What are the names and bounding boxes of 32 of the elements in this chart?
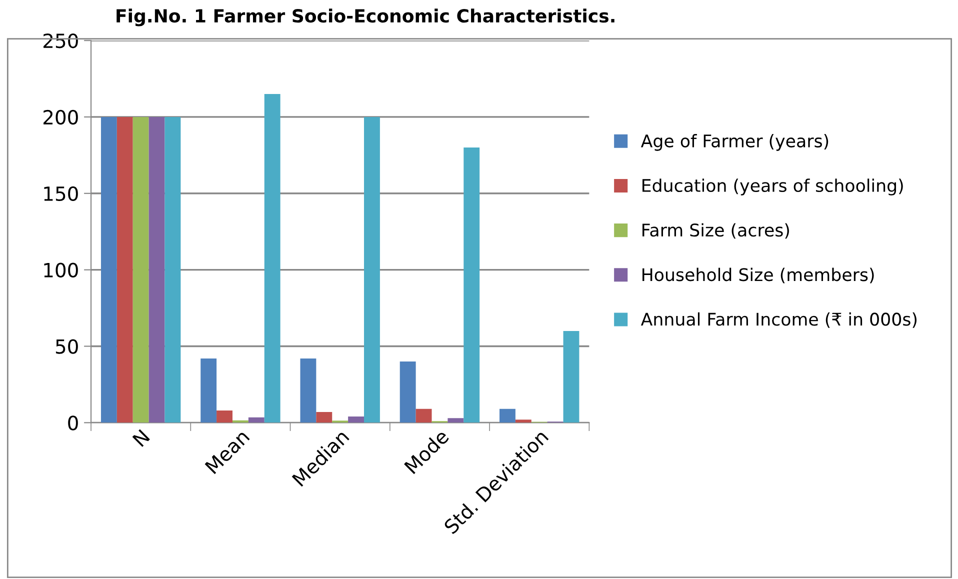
- bar: [464, 148, 480, 423]
- bar: [416, 408, 432, 423]
- bar: [364, 116, 380, 423]
- bar: [132, 116, 149, 423]
- chart-title: Fig.No. 1 Farmer Socio-Economic Characteristics.: [116, 8, 614, 26]
- y-tick-label: 150: [44, 186, 78, 202]
- bar: [216, 410, 232, 423]
- bar: [500, 408, 516, 423]
- bar: [264, 94, 280, 423]
- bar: [515, 420, 532, 423]
- bar: [248, 417, 264, 423]
- x-tick-label: N: [132, 429, 150, 447]
- bar: [563, 330, 580, 423]
- bar: [316, 412, 332, 423]
- bar: [348, 416, 364, 423]
- bar: [100, 116, 117, 423]
- bar: [148, 116, 165, 423]
- bar: [164, 116, 181, 423]
- bar: [300, 358, 316, 423]
- bar: [116, 116, 133, 423]
- y-tick-label: 100: [44, 262, 78, 278]
- legend-label: Annual Farm Income (₹ in 000s): [640, 312, 917, 328]
- bar: [200, 358, 217, 423]
- legend-label: Household Size (members): [642, 268, 874, 284]
- bar: [400, 362, 416, 423]
- legend-label: Education (years of schooling): [642, 178, 903, 196]
- bar: [448, 418, 464, 423]
- y-tick-label: 0: [68, 416, 78, 430]
- legend-label: Farm Size (acres): [642, 223, 789, 239]
- y-tick-label: 200: [44, 110, 78, 125]
- legend-label: Age of Farmer (years): [640, 134, 828, 151]
- y-tick-label: 50: [56, 339, 78, 354]
